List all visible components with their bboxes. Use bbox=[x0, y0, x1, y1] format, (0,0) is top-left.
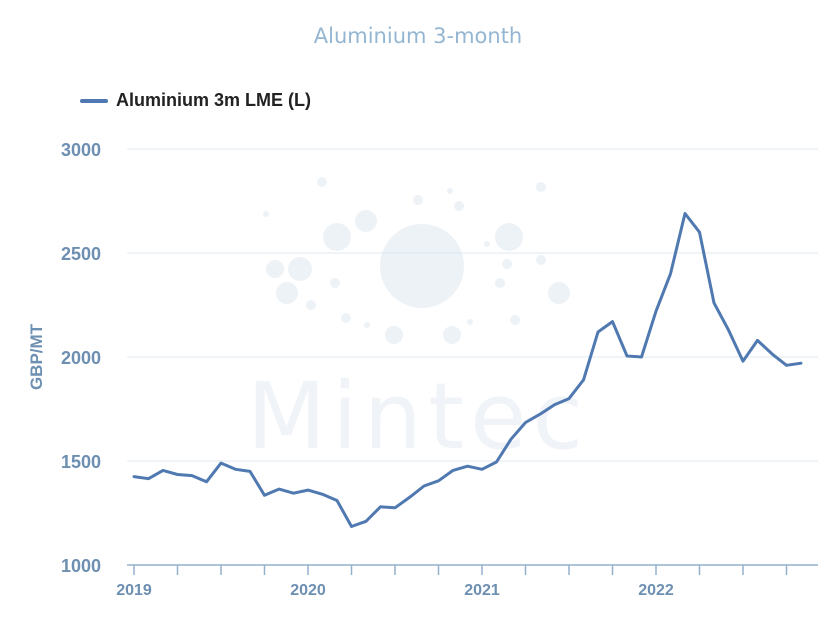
x-tick-label: 2019 bbox=[116, 582, 152, 599]
y-tick-label: 2000 bbox=[61, 348, 101, 368]
x-tick-label: 2022 bbox=[638, 582, 674, 599]
watermark-globe-icon bbox=[263, 177, 570, 344]
watermark-text: Mintec bbox=[247, 363, 590, 470]
y-tick-label: 1000 bbox=[61, 556, 101, 576]
y-tick-label: 2500 bbox=[61, 244, 101, 264]
legend-item[interactable]: Aluminium 3m LME (L) bbox=[80, 90, 311, 111]
legend-line-icon bbox=[80, 98, 108, 103]
legend-label: Aluminium 3m LME (L) bbox=[116, 90, 311, 110]
mintec-watermark: Mintec bbox=[247, 177, 590, 470]
y-tick-label: 3000 bbox=[61, 140, 101, 160]
y-axis: 1000 1500 2000 2500 3000 bbox=[61, 140, 101, 576]
series-line[interactable] bbox=[132, 212, 803, 528]
series-layer bbox=[132, 212, 803, 528]
x-tick-label: 2021 bbox=[464, 582, 500, 599]
y-axis-title: GBP/MT bbox=[27, 323, 46, 390]
chart-title: Aluminium 3-month bbox=[313, 24, 523, 48]
y-tick-label: 1500 bbox=[61, 452, 101, 472]
x-axis: 2019 2020 2021 2022 bbox=[116, 564, 818, 599]
x-tick-label: 2020 bbox=[290, 582, 326, 599]
